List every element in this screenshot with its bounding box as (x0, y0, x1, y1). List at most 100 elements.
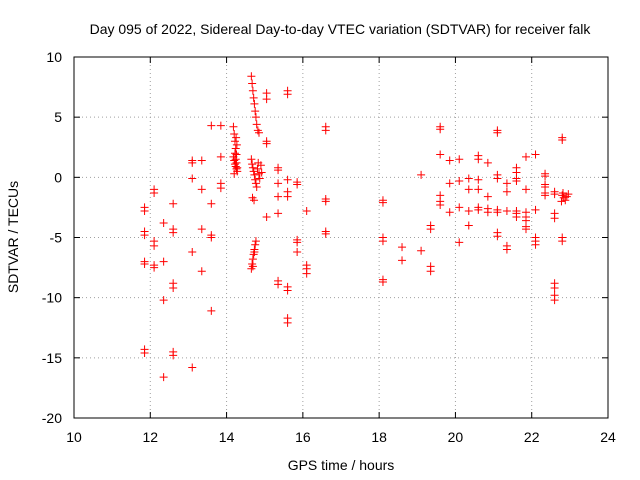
data-points (140, 72, 573, 382)
data-point-plus (231, 144, 240, 153)
data-point-plus (140, 259, 149, 268)
data-point-plus (426, 225, 435, 234)
data-point-plus (464, 207, 473, 216)
chart-title: Day 095 of 2022, Sidereal Day-to-day VTE… (90, 21, 592, 37)
data-point-plus (274, 209, 283, 218)
data-point-plus (250, 196, 259, 205)
data-point-plus (550, 214, 559, 223)
data-point-plus (254, 128, 263, 137)
data-point-plus (207, 121, 216, 130)
data-point-plus (417, 246, 426, 255)
data-point-plus (455, 238, 464, 247)
data-point-plus (302, 269, 311, 278)
data-point-plus (249, 93, 258, 102)
data-point-plus (197, 225, 206, 234)
x-tick-label: 20 (448, 429, 464, 445)
data-point-plus (253, 164, 262, 173)
data-point-plus (502, 245, 511, 254)
data-point-plus (248, 163, 257, 172)
data-point-plus (247, 155, 256, 164)
data-point-plus (247, 72, 256, 81)
x-tick-label: 12 (142, 429, 158, 445)
data-point-plus (150, 263, 159, 272)
data-point-plus (197, 267, 206, 276)
data-point-plus (150, 188, 159, 197)
data-point-plus (293, 238, 302, 247)
data-point-plus (541, 172, 550, 181)
data-point-plus (493, 232, 502, 241)
data-point-plus (169, 199, 178, 208)
y-tick-label: 0 (54, 169, 62, 185)
y-tick-label: -20 (42, 410, 62, 426)
data-point-plus (464, 221, 473, 230)
data-point-plus (229, 122, 238, 131)
data-point-plus (455, 155, 464, 164)
data-point-plus (283, 175, 292, 184)
data-point-plus (464, 185, 473, 194)
data-point-plus (232, 140, 241, 149)
data-point-plus (283, 318, 292, 327)
data-point-plus (257, 168, 266, 177)
y-tick-label: -15 (42, 350, 62, 366)
data-point-plus (436, 150, 445, 159)
data-point-plus (251, 107, 260, 116)
data-point-plus (512, 176, 521, 185)
data-point-plus (159, 257, 168, 266)
data-point-plus (169, 228, 178, 237)
data-point-plus (550, 284, 559, 293)
data-point-plus (455, 176, 464, 185)
data-point-plus (262, 139, 271, 148)
data-point-plus (521, 225, 530, 234)
data-point-plus (558, 188, 567, 197)
data-point-plus (250, 247, 259, 256)
data-point-plus (251, 179, 260, 188)
data-point-plus (521, 185, 530, 194)
data-point-plus (445, 208, 454, 217)
data-point-plus (233, 163, 242, 172)
data-point-plus (216, 184, 225, 193)
data-point-plus (426, 267, 435, 276)
y-tick-label: -5 (50, 230, 63, 246)
data-point-plus (207, 233, 216, 242)
data-point-plus (378, 198, 387, 207)
data-point-plus (150, 241, 159, 250)
data-point-plus (436, 201, 445, 210)
data-point-plus (251, 240, 260, 249)
data-point-plus (251, 237, 260, 246)
data-point-plus (293, 180, 302, 189)
data-point-plus (283, 192, 292, 201)
data-point-plus (274, 179, 283, 188)
data-point-plus (262, 213, 271, 222)
data-point-plus (274, 280, 283, 289)
data-point-plus (483, 158, 492, 167)
data-point-plus (188, 174, 197, 183)
data-point-plus (445, 179, 454, 188)
data-point-plus (197, 185, 206, 194)
data-point-plus (169, 284, 178, 293)
axis-ticks: 10 12 14 16 18 20 22 24 10 5 0 -5 -10 -15 -20 (42, 49, 616, 445)
data-point-plus (248, 160, 257, 169)
data-point-plus (248, 262, 257, 271)
data-point-plus (550, 190, 559, 199)
x-axis-label: GPS time / hours (288, 457, 395, 473)
data-point-plus (445, 156, 454, 165)
data-point-plus (378, 278, 387, 287)
data-point-plus (140, 231, 149, 240)
data-point-plus (502, 187, 511, 196)
data-point-plus (436, 125, 445, 134)
data-point-plus (493, 174, 502, 183)
data-point-plus (262, 95, 271, 104)
data-point-plus (207, 306, 216, 315)
data-point-plus (474, 205, 483, 214)
data-point-plus (207, 199, 216, 208)
data-point-plus (251, 113, 260, 122)
data-point-plus (531, 240, 540, 249)
data-point-plus (283, 90, 292, 99)
data-point-plus (197, 156, 206, 165)
data-point-plus (493, 128, 502, 137)
data-point-plus (169, 351, 178, 360)
data-point-plus (398, 256, 407, 265)
data-point-plus (140, 349, 149, 358)
data-point-plus (398, 243, 407, 252)
